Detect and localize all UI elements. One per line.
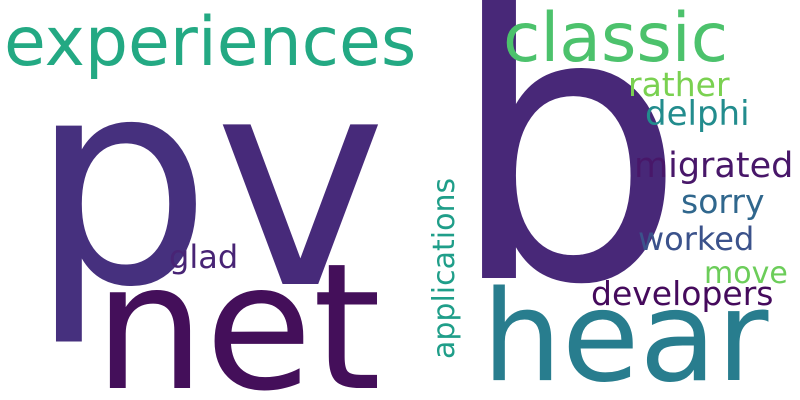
word-experiences: experiences [4, 3, 416, 82]
word-net: net [94, 227, 381, 400]
word-glad: glad [169, 238, 238, 276]
word-p: p [30, 18, 212, 350]
word-developers: developers [591, 274, 773, 313]
word-move: move [704, 256, 788, 291]
word-classic: classic [503, 0, 728, 78]
word-hear: hear [482, 263, 769, 400]
word-sorry: sorry [681, 182, 764, 221]
word-rather: rather [628, 65, 730, 104]
word-v: v [214, 13, 387, 353]
word-migrated: migrated [634, 146, 793, 186]
word-applications: applications [427, 178, 462, 359]
word-b: b [448, 0, 686, 367]
word-worked: worked [638, 220, 754, 258]
word-delphi: delphi [645, 94, 750, 134]
